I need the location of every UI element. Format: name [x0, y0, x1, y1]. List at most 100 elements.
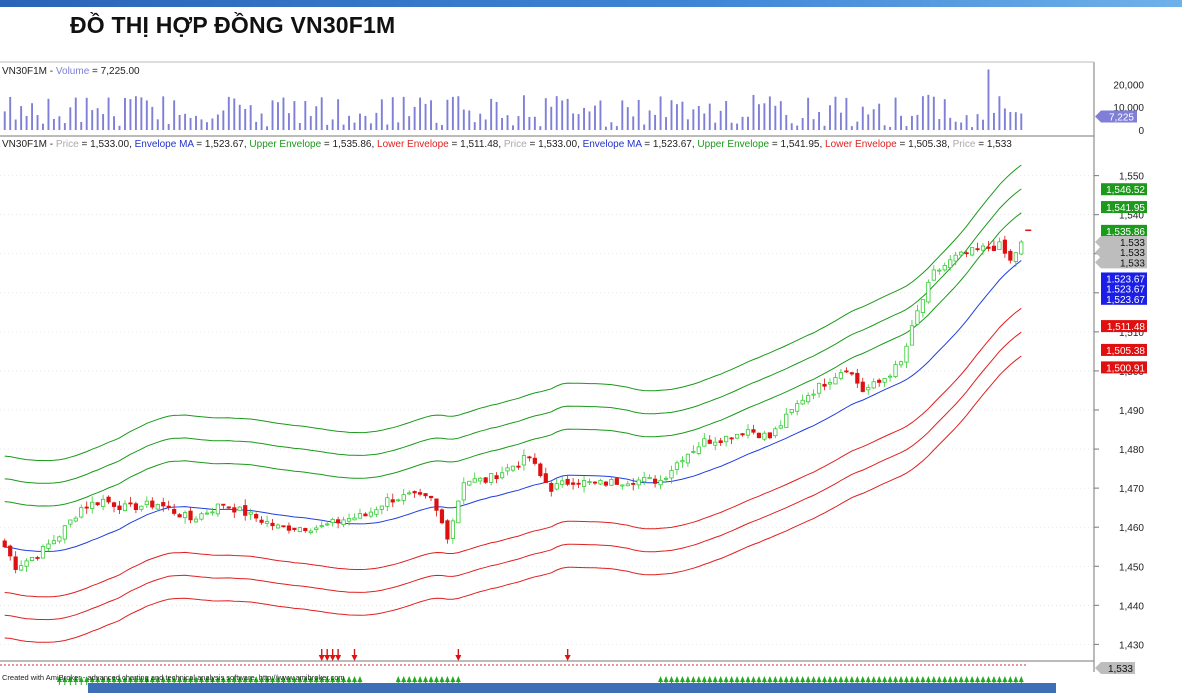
candle-body [237, 506, 242, 511]
candle-body [483, 477, 488, 483]
candle-body [286, 525, 292, 531]
candle-body [871, 381, 876, 389]
candle-body [428, 495, 434, 499]
buy-arrow [980, 676, 986, 682]
candle-body [893, 364, 898, 377]
buy-arrow [964, 676, 970, 682]
candle-body [964, 252, 969, 255]
candle-body [456, 500, 461, 524]
price-tag: 1,523.67 [1106, 274, 1145, 285]
candle-body [357, 513, 363, 519]
price-tick-label: 1,470 [1119, 484, 1144, 495]
buy-arrow [177, 676, 183, 682]
buy-arrow [248, 676, 254, 682]
price-tag: 1,511.48 [1107, 322, 1146, 333]
buy-arrow [89, 676, 95, 682]
price-header-part: Upper Envelope [249, 139, 321, 150]
buy-arrow [428, 676, 434, 682]
buy-arrow [931, 676, 937, 682]
buy-arrow [117, 676, 123, 682]
buy-arrow [679, 676, 685, 682]
candle-body [128, 502, 133, 505]
buy-arrow [740, 676, 746, 682]
candle-body [62, 525, 67, 540]
buy-arrow [166, 676, 172, 682]
price-header-part: Lower Envelope [377, 139, 449, 150]
price-header-part: Price [504, 139, 527, 150]
candle-body [270, 522, 275, 527]
buy-arrow [914, 676, 920, 682]
candle-body [2, 540, 7, 548]
candle-body [778, 425, 783, 429]
buy-arrow [160, 676, 166, 682]
price-tag-box [1095, 256, 1147, 269]
bottom-tag-box [1095, 662, 1135, 674]
candle-body [215, 503, 220, 515]
candle-body [226, 506, 231, 509]
candle-body [636, 479, 641, 486]
buy-arrow [253, 676, 259, 682]
candle-body [494, 475, 499, 480]
candle-body [172, 509, 177, 514]
price-tag-box [1101, 282, 1147, 295]
volume-tick-label: 0 [1138, 126, 1144, 137]
candle-body [423, 493, 428, 497]
candle-body [920, 299, 925, 313]
candle-body [204, 512, 210, 515]
candle-body [499, 472, 505, 479]
lower-envelope-3 [4, 355, 1022, 643]
price-tick-label: 1,550 [1119, 172, 1144, 183]
price-header-part: = 1,533 [975, 139, 1012, 150]
candle-body [620, 484, 625, 487]
page-title: ĐỒ THỊ HỢP ĐỒNG VN30F1M [70, 12, 396, 38]
buy-arrow [991, 676, 997, 682]
candle-body [811, 393, 816, 396]
buy-arrow [73, 676, 79, 682]
price-tag-box [1101, 201, 1147, 214]
candle-body [702, 438, 707, 447]
buy-arrow [893, 676, 899, 682]
buy-arrow [789, 676, 795, 682]
candle-body [84, 506, 89, 509]
candle-body [144, 500, 149, 506]
candle-body [784, 413, 789, 428]
candle-body [111, 502, 117, 507]
buy-arrow [811, 676, 817, 682]
candle-body [581, 480, 587, 487]
buy-arrow [95, 676, 101, 682]
buy-arrow [193, 676, 199, 682]
candle-body [254, 514, 259, 519]
candle-body [614, 478, 619, 485]
candle-body [822, 383, 827, 387]
candle-body [188, 510, 193, 521]
footer-credit: Created with AmiBroker - advanced charti… [2, 673, 345, 682]
price-tick-label: 1,540 [1119, 211, 1144, 222]
candle-body [95, 502, 100, 506]
candle-body [439, 509, 445, 524]
price-header-part: Lower Envelope [825, 139, 897, 150]
buy-arrow [903, 676, 909, 682]
bottom-scroll-bar[interactable] [88, 683, 1056, 693]
volume-header: VN30F1M - Volume = 7,225.00 [2, 66, 140, 77]
buy-arrow [155, 676, 161, 682]
buy-arrow [674, 676, 680, 682]
price-header-part: = 1,505.38, [897, 139, 953, 150]
candle-body [1008, 250, 1013, 261]
candle-body [653, 478, 658, 484]
buy-arrow [854, 676, 860, 682]
candle-body [969, 247, 975, 256]
buy-arrow [346, 676, 352, 682]
buy-arrow [778, 676, 784, 682]
volume-header-label: Volume [56, 66, 90, 77]
buy-arrow [144, 676, 150, 682]
candle-body [297, 527, 302, 532]
buy-arrow [275, 676, 281, 682]
candle-body [953, 254, 958, 262]
bottom-tag: 1,533 [1108, 664, 1133, 675]
buy-arrow [832, 676, 838, 682]
candle-body [314, 527, 319, 530]
buy-arrow [996, 676, 1002, 682]
buy-arrow [401, 676, 407, 682]
price-header-part: Upper Envelope [697, 139, 769, 150]
